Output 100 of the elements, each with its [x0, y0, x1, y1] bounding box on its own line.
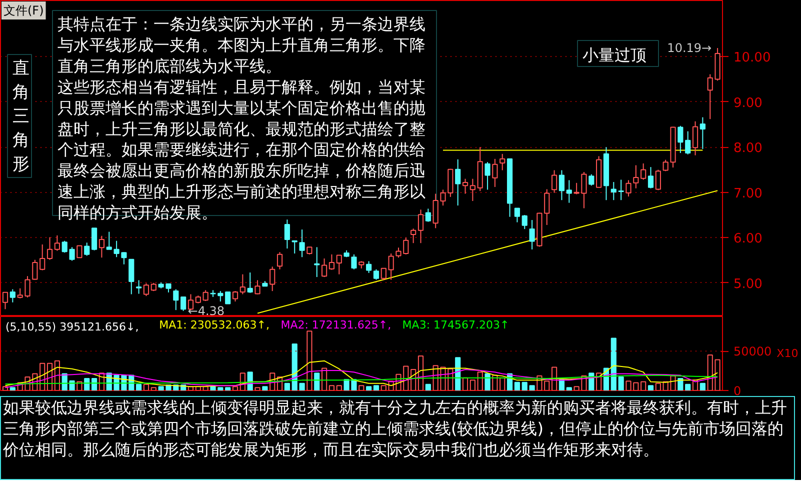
bar [685, 384, 691, 390]
candlestick [558, 170, 565, 201]
line-series [4, 374, 718, 385]
candlestick [685, 130, 691, 155]
candlestick [225, 291, 231, 304]
bar [314, 372, 320, 390]
candlestick [366, 260, 372, 274]
candlestick [500, 153, 506, 171]
y-tick-label: 5.00 [734, 276, 762, 292]
candlestick [448, 168, 454, 198]
bar [225, 387, 231, 390]
candlestick [128, 258, 134, 295]
bar [150, 387, 156, 390]
bar [462, 377, 468, 390]
candlestick [492, 158, 498, 188]
candlestick [514, 208, 520, 223]
candlestick [10, 288, 16, 303]
candlestick [321, 258, 328, 278]
bar [10, 387, 16, 390]
candlestick [633, 164, 639, 189]
bar [84, 378, 90, 390]
bar [455, 357, 461, 390]
y-tick-label: 0 [734, 384, 742, 398]
bar [284, 382, 290, 390]
candlestick [425, 208, 431, 222]
candlestick [106, 231, 112, 250]
candlestick [455, 158, 461, 206]
candlestick [662, 159, 668, 172]
candlestick [136, 280, 142, 294]
text: 如果较低边界线或需求线的上倾变得明显起来，就有十分之九左右的概率为新的购买者将最终获利。有时，上升三角形内部第三个或第四个市场回落跌破先前建立的上倾需求线(较低边界线)，但停止的价位与先前市场回落的价位相同。那么随后的形态可能发展为矩形，而且在实际交易中我们也必须当作矩形来对待。 [3, 398, 788, 460]
bar [596, 372, 602, 390]
bar [136, 384, 142, 390]
candlestick [566, 180, 572, 204]
bar [640, 381, 646, 390]
bar [380, 385, 386, 390]
candlestick [314, 246, 320, 278]
candlestick [2, 292, 8, 310]
bar [373, 385, 380, 390]
candlestick [588, 174, 594, 186]
bar [484, 373, 490, 390]
candlestick [351, 254, 357, 270]
bar [262, 386, 268, 390]
candlestick [32, 259, 38, 280]
candlestick [247, 272, 253, 294]
candlestick [84, 242, 90, 256]
bar [500, 377, 506, 390]
annotation: 10.19→ [667, 41, 712, 56]
bar [358, 385, 364, 390]
bar [566, 387, 572, 390]
bar [418, 355, 424, 390]
candlestick [328, 254, 335, 270]
text: MA2: 172131.625↑, [280, 318, 392, 332]
candlestick [648, 166, 654, 189]
y-tick-label: 7.00 [734, 186, 762, 202]
bar [514, 382, 520, 390]
annotation: 小量过顶 [582, 46, 646, 64]
bar [470, 380, 476, 390]
candlestick [254, 280, 260, 295]
bar [306, 330, 312, 390]
annotation: 这些形态相当有逻辑性，且易于解释。例如，当对某只股票增长的需求遇到大量以某个固定价格出售的抛盘时，上升三角形以最简化、最规范的形式描绘了整个过程。如果需要继续进行，在那个固定价格的供给最终会被愿出更高价格的新股东所吃掉，价格随后迅速上涨，典型的上升形态与前述的理想对称三角形以同样的方式开始发展。 [58, 78, 426, 222]
candlestick [91, 228, 98, 251]
annotation: 直角三角形 [12, 58, 30, 174]
candlestick [284, 219, 290, 250]
annotation: 文件(F) [4, 4, 44, 18]
y-tick-label: 50000 [734, 344, 772, 359]
text: MA1: 230532.063↑, [159, 318, 270, 332]
candlestick [276, 252, 283, 270]
bar [254, 387, 260, 390]
bar [648, 385, 654, 390]
candlestick [143, 282, 150, 297]
bar [366, 386, 372, 390]
candlestick [180, 296, 186, 312]
candlestick [40, 244, 46, 271]
annotation: ←4.38 [188, 304, 225, 318]
bar [678, 378, 684, 390]
annotation: (5,10,55) 395121.656↓, [6, 320, 139, 334]
candlestick [388, 252, 394, 280]
y-tick-label: 8.00 [734, 141, 762, 156]
bar [425, 384, 431, 390]
candlestick [76, 245, 82, 258]
y-tick-label: 9.00 [734, 96, 762, 111]
candlestick [299, 229, 305, 258]
candlestick [270, 266, 276, 292]
candlestick [54, 234, 60, 252]
text: MA3: 174567.203↑ [402, 318, 510, 332]
candlestick [618, 179, 624, 201]
candlestick [173, 288, 179, 311]
candlestick [98, 235, 105, 258]
candlestick [522, 214, 528, 230]
line-series [4, 368, 718, 388]
candlestick [529, 220, 535, 250]
bar [618, 376, 624, 390]
bar [336, 385, 342, 390]
y-tick-label: 10.00 [734, 50, 771, 66]
candlestick [470, 178, 476, 202]
candlestick [484, 162, 490, 190]
candlestick [552, 170, 558, 194]
bar [328, 385, 335, 390]
candlestick [240, 274, 246, 295]
candlestick [678, 125, 684, 154]
